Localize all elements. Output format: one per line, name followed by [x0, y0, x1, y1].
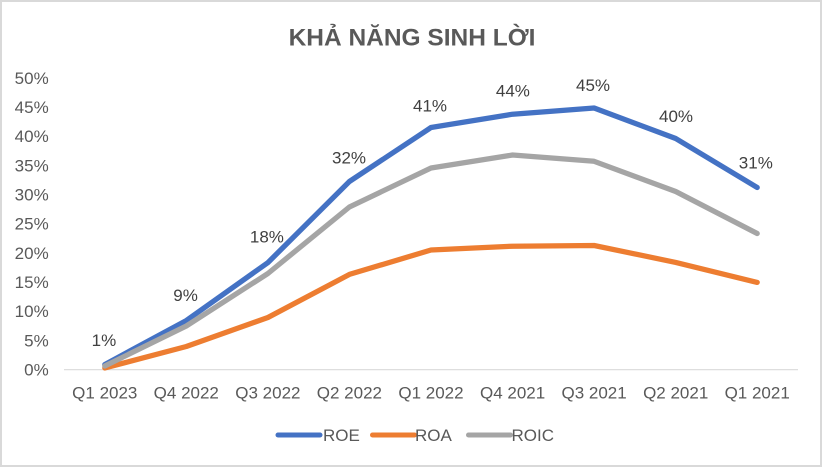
svg-text:0%: 0%: [24, 361, 49, 380]
svg-text:32%: 32%: [332, 149, 366, 168]
svg-text:40%: 40%: [15, 127, 49, 146]
svg-text:31%: 31%: [739, 153, 773, 172]
svg-text:ROIC: ROIC: [512, 426, 555, 445]
svg-text:Q2 2021: Q2 2021: [643, 384, 708, 403]
svg-text:KHẢ NĂNG SINH LỜI: KHẢ NĂNG SINH LỜI: [289, 23, 536, 52]
svg-text:ROA: ROA: [415, 426, 453, 445]
svg-text:Q2 2022: Q2 2022: [317, 384, 382, 403]
svg-text:Q4 2021: Q4 2021: [480, 384, 545, 403]
svg-text:30%: 30%: [15, 186, 49, 205]
svg-text:45%: 45%: [576, 76, 610, 95]
svg-text:Q1 2022: Q1 2022: [398, 384, 463, 403]
svg-text:1%: 1%: [92, 331, 117, 350]
svg-text:15%: 15%: [15, 273, 49, 292]
svg-text:44%: 44%: [496, 81, 530, 100]
svg-text:Q3 2021: Q3 2021: [561, 384, 626, 403]
svg-text:Q1 2023: Q1 2023: [72, 384, 137, 403]
svg-text:Q3 2022: Q3 2022: [235, 384, 300, 403]
svg-text:10%: 10%: [15, 302, 49, 321]
svg-text:9%: 9%: [173, 286, 198, 305]
svg-text:40%: 40%: [659, 107, 693, 126]
svg-text:25%: 25%: [15, 215, 49, 234]
svg-text:ROE: ROE: [323, 426, 360, 445]
svg-text:41%: 41%: [413, 97, 447, 116]
svg-text:5%: 5%: [24, 331, 49, 350]
svg-text:18%: 18%: [250, 227, 284, 246]
svg-text:45%: 45%: [15, 98, 49, 117]
svg-text:Q4 2022: Q4 2022: [154, 384, 219, 403]
svg-text:20%: 20%: [15, 244, 49, 263]
svg-text:50%: 50%: [15, 69, 49, 88]
svg-text:35%: 35%: [15, 156, 49, 175]
svg-text:Q1 2021: Q1 2021: [725, 384, 790, 403]
